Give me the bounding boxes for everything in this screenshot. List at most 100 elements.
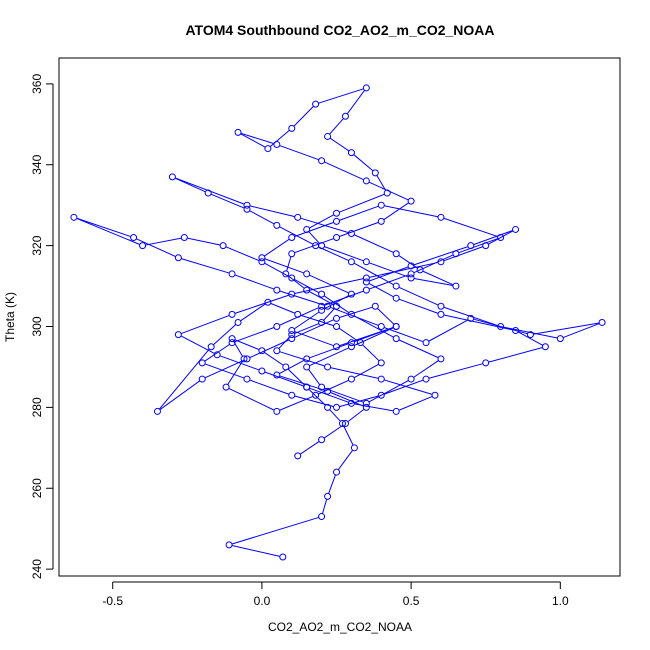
series-segment bbox=[413, 254, 454, 274]
data-point bbox=[204, 189, 212, 197]
data-point bbox=[437, 310, 445, 318]
series-segment bbox=[339, 306, 373, 318]
data-point bbox=[362, 177, 370, 185]
data-point bbox=[318, 306, 326, 314]
series-segment bbox=[443, 217, 498, 238]
data-point bbox=[452, 250, 460, 258]
series-segment bbox=[353, 154, 374, 172]
data-point bbox=[356, 339, 364, 347]
data-point bbox=[318, 318, 326, 326]
series-segment bbox=[376, 175, 387, 191]
series-segment bbox=[294, 278, 364, 295]
series-segment bbox=[368, 283, 394, 298]
series-segment bbox=[279, 290, 325, 306]
series-segment bbox=[458, 238, 498, 254]
series-segment bbox=[308, 369, 321, 386]
data-point bbox=[234, 128, 242, 136]
data-point bbox=[497, 234, 505, 242]
series-segment bbox=[294, 323, 320, 334]
data-point bbox=[318, 436, 326, 444]
series-segment bbox=[300, 314, 334, 327]
series-segment bbox=[309, 291, 335, 306]
data-point bbox=[467, 242, 475, 250]
data-point bbox=[362, 84, 370, 92]
data-point bbox=[482, 359, 490, 367]
data-point bbox=[407, 274, 415, 282]
data-point bbox=[362, 399, 370, 407]
data-point bbox=[318, 290, 326, 298]
data-point bbox=[392, 294, 400, 302]
data-point bbox=[273, 141, 281, 149]
data-point bbox=[303, 363, 311, 371]
series-segment bbox=[321, 499, 328, 514]
series-segment bbox=[413, 246, 469, 266]
data-point bbox=[207, 343, 215, 351]
series-segment bbox=[330, 306, 379, 326]
data-point bbox=[377, 201, 385, 209]
data-point bbox=[341, 112, 349, 120]
data-point bbox=[273, 221, 281, 229]
series-segment bbox=[228, 388, 275, 411]
data-point bbox=[318, 302, 326, 310]
data-point bbox=[288, 124, 296, 132]
data-point bbox=[341, 420, 349, 428]
data-point bbox=[243, 205, 251, 213]
data-point bbox=[228, 339, 236, 347]
series-segment bbox=[249, 379, 290, 395]
data-point bbox=[130, 234, 138, 242]
data-point bbox=[240, 355, 248, 363]
data-point bbox=[392, 323, 400, 331]
series-segment bbox=[249, 339, 290, 359]
series-segment bbox=[362, 344, 380, 362]
series-segment bbox=[299, 440, 320, 455]
series-lines bbox=[76, 88, 600, 557]
series-segment bbox=[240, 133, 266, 148]
series-segment bbox=[413, 360, 439, 378]
data-point bbox=[273, 371, 281, 379]
data-point bbox=[312, 100, 320, 108]
data-point bbox=[288, 234, 296, 242]
data-point bbox=[318, 513, 326, 521]
series-segment bbox=[339, 205, 379, 221]
data-point bbox=[279, 553, 287, 561]
data-point bbox=[407, 262, 415, 270]
series-segment bbox=[294, 331, 334, 347]
data-point bbox=[273, 347, 281, 355]
series-segment bbox=[428, 319, 469, 342]
y-tick-label: 240 bbox=[30, 559, 44, 579]
series-segment bbox=[279, 375, 325, 391]
data-point bbox=[362, 258, 370, 266]
data-point bbox=[264, 298, 272, 306]
data-point bbox=[282, 363, 290, 371]
data-point bbox=[198, 375, 206, 383]
series-segment bbox=[562, 323, 600, 339]
series-segment bbox=[318, 246, 349, 262]
data-point bbox=[243, 375, 251, 383]
data-point bbox=[407, 375, 415, 383]
x-tick-label: 1.0 bbox=[552, 594, 569, 608]
data-point bbox=[288, 250, 296, 258]
chart-title: ATOM4 Southbound CO2_AO2_m_CO2_NOAA bbox=[185, 22, 494, 38]
series-segment bbox=[422, 270, 454, 286]
series-segment bbox=[473, 230, 513, 246]
series-segment bbox=[240, 303, 266, 322]
series-segment bbox=[287, 275, 305, 289]
data-point bbox=[288, 274, 296, 282]
series-segment bbox=[309, 387, 349, 403]
series-segment bbox=[443, 314, 513, 331]
series-segment bbox=[145, 237, 182, 246]
series-segment bbox=[318, 88, 364, 104]
data-point bbox=[377, 217, 385, 225]
series-segment bbox=[369, 266, 409, 282]
data-point bbox=[153, 407, 161, 415]
x-axis-label: CO2_AO2_m_CO2_NOAA bbox=[268, 620, 412, 634]
data-point bbox=[318, 157, 326, 165]
data-point bbox=[288, 331, 296, 339]
series-segment bbox=[309, 214, 335, 229]
x-tick-label: -0.5 bbox=[102, 594, 123, 608]
series-segment bbox=[443, 306, 498, 327]
series-segment bbox=[279, 395, 314, 411]
series-segment bbox=[159, 380, 201, 411]
data-point bbox=[377, 391, 385, 399]
data-point bbox=[333, 323, 341, 331]
